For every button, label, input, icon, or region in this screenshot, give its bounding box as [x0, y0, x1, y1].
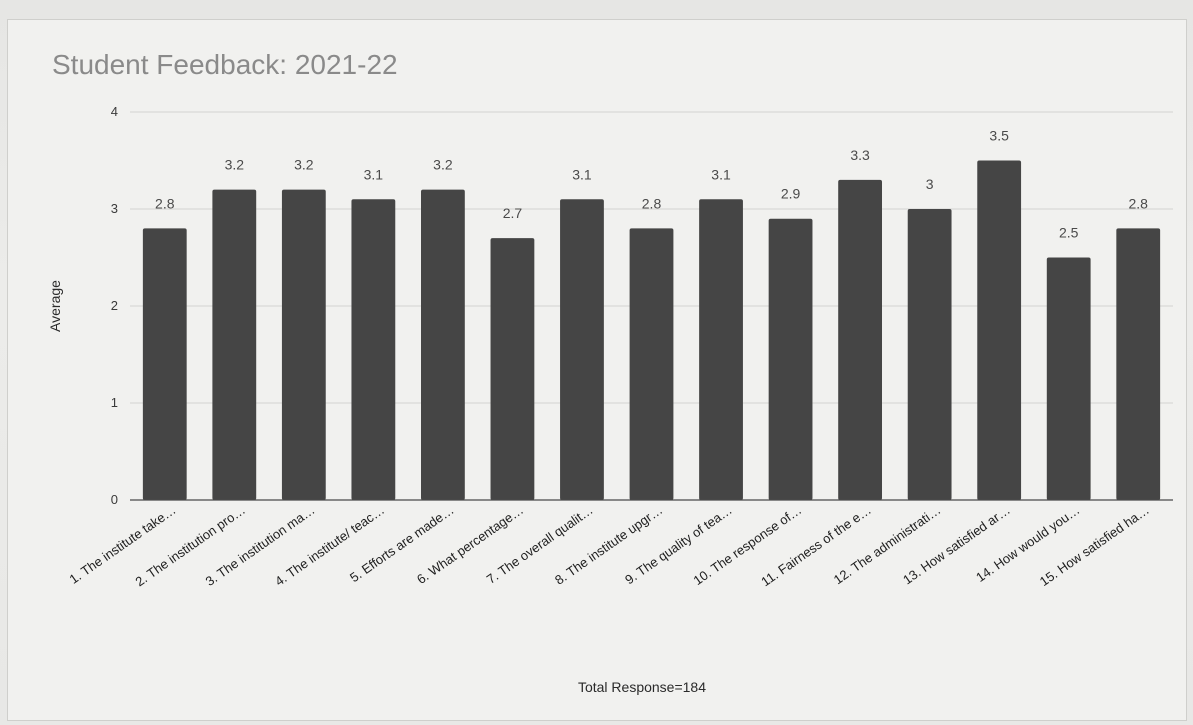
data-label: 3.2 [294, 157, 314, 173]
data-label: 3.1 [364, 166, 384, 182]
data-label: 3.2 [433, 157, 453, 173]
data-label: 3.1 [572, 166, 592, 182]
y-axis-label: Average [47, 280, 63, 332]
chart-card: 0 1 2 3 4 2.8 3.2 3.2 3.1 3.2 2.7 3.1 2.8 3.1 2.9 3.3 3… [8, 20, 1186, 720]
y-tick-label: 1 [111, 395, 118, 410]
bars [142, 160, 1161, 501]
bar [629, 228, 674, 500]
bar [490, 238, 535, 500]
chart-title: Student Feedback: 2021-22 [52, 49, 398, 80]
y-tick-label: 0 [111, 492, 118, 507]
bar [212, 189, 257, 500]
data-label: 2.9 [781, 186, 801, 202]
bar [351, 199, 396, 501]
y-tick-label: 2 [111, 298, 118, 313]
data-label: 3.3 [850, 147, 870, 163]
x-axis-category-labels: 1. The institute take…2. The institution… [66, 502, 1151, 589]
bar [768, 218, 813, 500]
data-labels: 2.8 3.2 3.2 3.1 3.2 2.7 3.1 2.8 3.1 2.9 3.3 3 3.5 2.5… [155, 128, 1148, 241]
bar [1046, 257, 1091, 500]
data-label: 2.8 [642, 195, 662, 211]
bar [281, 189, 326, 500]
y-tick-label: 3 [111, 201, 118, 216]
y-axis-ticks: 0 1 2 3 4 [111, 104, 118, 507]
data-label: 2.8 [155, 195, 175, 211]
data-label: 3 [926, 176, 934, 192]
data-label: 3.2 [225, 157, 245, 173]
bar [1116, 228, 1161, 500]
data-label: 2.7 [503, 205, 523, 221]
data-label: 2.5 [1059, 225, 1079, 241]
bar [560, 199, 604, 501]
bar [907, 209, 952, 500]
data-label: 3.5 [989, 128, 1009, 144]
bar [838, 179, 883, 500]
x-axis-label: Total Response=184 [578, 679, 706, 695]
bar-chart: 0 1 2 3 4 2.8 3.2 3.2 3.1 3.2 2.7 3.1 2.8 3.1 2.9 3.3 3… [47, 49, 1173, 695]
data-label: 3.1 [711, 166, 731, 182]
bar [977, 160, 1022, 500]
bar [420, 189, 465, 500]
bar [142, 228, 187, 500]
data-label: 2.8 [1128, 195, 1148, 211]
bar [699, 199, 743, 501]
y-tick-label: 4 [111, 104, 118, 119]
